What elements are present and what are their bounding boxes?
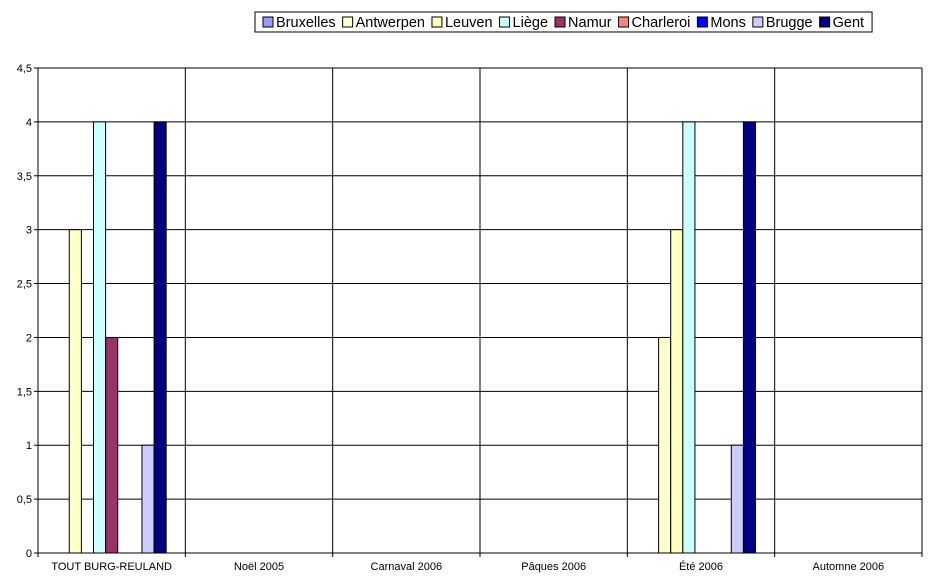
y-tick-label: 3 <box>26 225 32 237</box>
legend-label: Bruxelles <box>276 15 336 31</box>
bar <box>141 444 155 554</box>
x-tick-label: Pâques 2006 <box>521 561 586 573</box>
x-tick-label: Automne 2006 <box>813 561 885 573</box>
bar <box>742 121 757 554</box>
legend-swatch <box>819 16 831 28</box>
legend-swatch <box>342 16 354 28</box>
y-tick-label: 0,5 <box>17 494 32 506</box>
legend-label: Brugge <box>766 15 813 31</box>
x-tick-label: Carnaval 2006 <box>371 561 443 573</box>
legend-label: Liège <box>513 15 548 31</box>
y-tick-label: 1 <box>26 440 32 452</box>
bar <box>92 121 107 554</box>
legend-swatch <box>499 16 511 28</box>
y-tick-label: 2,5 <box>17 279 32 291</box>
legend-label: Charleroi <box>632 15 691 31</box>
y-tick-label: 4,5 <box>17 63 32 75</box>
x-tick-label: Été 2006 <box>679 560 723 573</box>
y-tick-label: 1,5 <box>17 386 32 398</box>
legend-swatch <box>554 16 566 28</box>
legend-label: Mons <box>710 15 745 31</box>
legend-label: Gent <box>833 15 864 31</box>
bar <box>670 229 684 554</box>
legend-label: Namur <box>568 15 612 31</box>
legend-swatch <box>262 16 274 28</box>
legend-label: Antwerpen <box>356 15 425 31</box>
legend-label: Leuven <box>445 15 493 31</box>
bar <box>153 121 167 554</box>
legend-swatch <box>696 16 708 28</box>
bar <box>730 444 744 554</box>
y-tick-label: 0 <box>26 548 32 560</box>
bar <box>68 229 82 554</box>
legend-swatch <box>618 16 630 28</box>
bar <box>658 336 672 554</box>
bar <box>105 336 119 554</box>
x-tick-label: Noël 2005 <box>234 561 284 573</box>
bar <box>682 121 696 554</box>
y-tick-label: 2 <box>26 332 32 344</box>
legend-swatch <box>752 16 764 28</box>
legend-swatch <box>431 16 443 28</box>
y-tick-label: 3,5 <box>17 171 32 183</box>
y-tick-label: 4 <box>26 117 32 129</box>
x-tick-label: TOUT BURG-REULAND <box>51 561 172 573</box>
